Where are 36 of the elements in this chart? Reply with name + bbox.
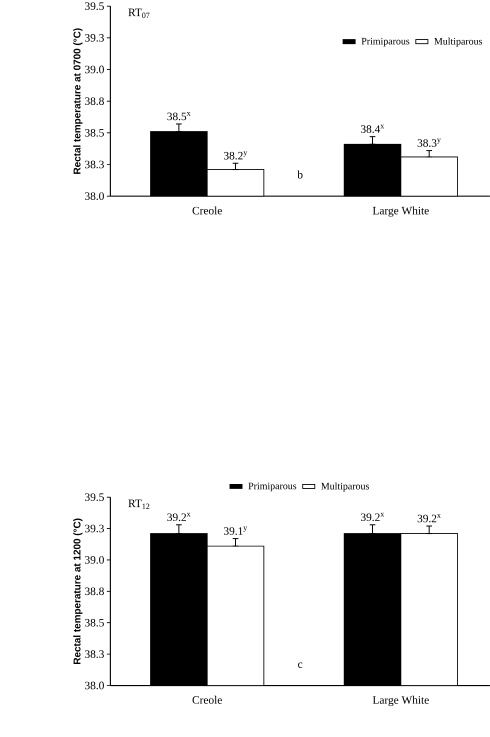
- annotation: c: [298, 662, 302, 668]
- x-tick-label: Large White: [372, 696, 429, 706]
- chart-title: RT$_{12}$: [128, 500, 150, 509]
- y-tick-label: 38.3: [84, 160, 104, 168]
- y-tick-label: 38.3: [84, 650, 104, 658]
- x-tick-label: Creole: [192, 206, 222, 214]
- data-label: 39.2$^{x}$: [360, 512, 384, 522]
- data-label: 39.2$^{x}$: [417, 514, 441, 522]
- data-label: 39.1$^{y}$: [224, 526, 247, 535]
- y-tick-label: 38.0: [84, 682, 104, 690]
- legend-label: Primiparous: [361, 38, 410, 46]
- data-label: 39.2$^{x}$: [167, 512, 190, 522]
- y-tick-label: 38.5: [84, 129, 104, 137]
- y-tick-label: 38.0: [84, 192, 104, 200]
- data-label: 38.5$^{x}$: [167, 112, 190, 120]
- y-tick-label: 39.0: [84, 556, 104, 564]
- legend-label: Primiparous: [248, 482, 296, 492]
- y-tick-label: 39.3: [84, 524, 104, 532]
- chart-title: RT$_{07}$: [128, 8, 150, 18]
- y-tick-label: 39.5: [84, 493, 104, 501]
- y-tick-label: 39.3: [84, 34, 104, 42]
- x-tick-label: Large White: [372, 206, 429, 217]
- data-label: 38.4$^{x}$: [360, 124, 384, 133]
- annotation: b: [297, 170, 302, 178]
- data-label: 38.2$^{y}$: [224, 151, 247, 160]
- y-axis-title: Rectal temperature at 0700 (°C): [73, 28, 82, 174]
- y-tick-label: 38.5: [84, 618, 104, 627]
- y-tick-label: 38.8: [84, 587, 104, 596]
- y-tick-label: 38.8: [84, 97, 104, 106]
- legend-label: Multiparous: [434, 38, 482, 47]
- legend-label: Multiparous: [320, 482, 369, 492]
- y-tick-label: 39.5: [84, 2, 104, 10]
- data-label: 38.3$^{y}$: [417, 138, 441, 147]
- x-tick-label: Creole: [192, 696, 222, 704]
- y-tick-label: 39.0: [84, 66, 104, 74]
- y-axis-title: Rectal temperature at 1200 (°C): [73, 518, 82, 664]
